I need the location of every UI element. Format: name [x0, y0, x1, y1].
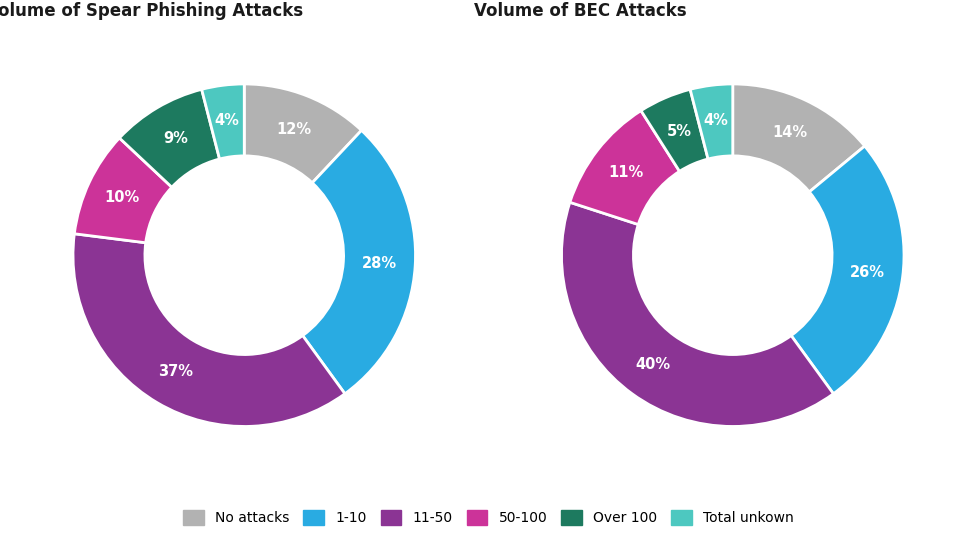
Wedge shape — [733, 84, 865, 192]
Wedge shape — [119, 90, 220, 187]
Text: 88%: 88% — [224, 200, 265, 218]
Circle shape — [635, 157, 830, 353]
Text: 4%: 4% — [215, 113, 239, 129]
Text: 28%: 28% — [361, 256, 397, 271]
Text: organizations: organizations — [674, 231, 791, 249]
Text: organizations: organizations — [186, 231, 303, 249]
Text: 86%: 86% — [712, 200, 753, 218]
Text: 26%: 26% — [849, 264, 884, 280]
Text: 5%: 5% — [666, 124, 692, 138]
Text: Volume of BEC Attacks: Volume of BEC Attacks — [475, 2, 687, 20]
Text: 11%: 11% — [609, 165, 644, 180]
Text: 40%: 40% — [636, 357, 671, 372]
Text: faced BEC: faced BEC — [688, 262, 778, 280]
Wedge shape — [690, 84, 733, 159]
Text: 86% of: 86% of — [700, 200, 766, 218]
Text: 9%: 9% — [163, 131, 188, 146]
Text: 10%: 10% — [105, 190, 140, 205]
Legend: No attacks, 1-10, 11-50, 50-100, Over 100, Total unkown: No attacks, 1-10, 11-50, 50-100, Over 10… — [178, 504, 799, 531]
Wedge shape — [641, 90, 708, 172]
Text: 4%: 4% — [703, 113, 728, 129]
Text: 37%: 37% — [158, 364, 192, 379]
Text: 12%: 12% — [276, 122, 312, 137]
Circle shape — [147, 157, 342, 353]
Text: attacks in 2019: attacks in 2019 — [665, 293, 800, 311]
Wedge shape — [791, 146, 904, 394]
Wedge shape — [303, 130, 415, 394]
Wedge shape — [201, 84, 244, 159]
Text: 88% of: 88% of — [211, 200, 277, 218]
Text: phishing in 2019: phishing in 2019 — [172, 293, 317, 311]
Wedge shape — [570, 111, 680, 224]
Wedge shape — [562, 203, 833, 426]
Text: faced spear: faced spear — [192, 262, 296, 280]
Wedge shape — [73, 233, 345, 426]
Text: 14%: 14% — [773, 125, 808, 140]
Wedge shape — [74, 138, 172, 243]
Wedge shape — [244, 84, 361, 183]
Text: Volume of Spear Phishing Attacks: Volume of Spear Phishing Attacks — [0, 2, 303, 20]
